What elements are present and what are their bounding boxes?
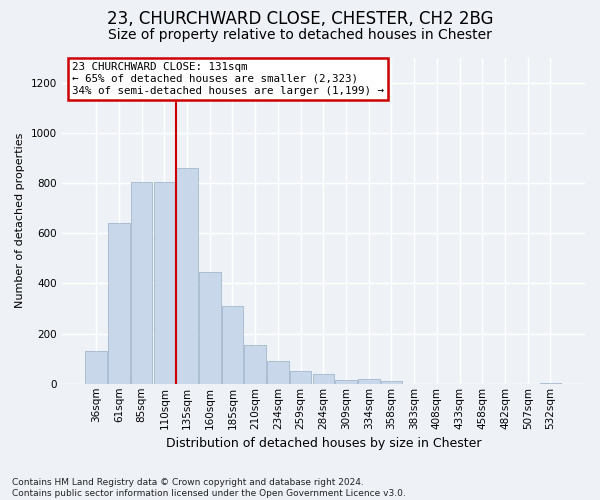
Bar (313, 374, 334, 384)
Text: 23, CHURCHWARD CLOSE, CHESTER, CH2 2BG: 23, CHURCHWARD CLOSE, CHESTER, CH2 2BG (107, 10, 493, 28)
Bar (176, 168, 198, 384)
Bar (154, 182, 175, 384)
Bar (85, 351, 107, 384)
X-axis label: Distribution of detached houses by size in Chester: Distribution of detached houses by size … (166, 437, 481, 450)
Bar (176, 168, 198, 384)
Bar (539, 382, 561, 384)
Bar (131, 182, 152, 384)
Bar (244, 345, 266, 384)
Bar (290, 371, 311, 384)
Bar (85, 351, 107, 384)
Text: Contains HM Land Registry data © Crown copyright and database right 2024.
Contai: Contains HM Land Registry data © Crown c… (12, 478, 406, 498)
Bar (108, 223, 130, 384)
Bar (335, 380, 357, 384)
Bar (335, 380, 357, 384)
Text: 23 CHURCHWARD CLOSE: 131sqm
← 65% of detached houses are smaller (2,323)
34% of : 23 CHURCHWARD CLOSE: 131sqm ← 65% of det… (72, 62, 384, 96)
Bar (358, 378, 380, 384)
Bar (267, 361, 289, 384)
Bar (380, 382, 402, 384)
Bar (199, 272, 221, 384)
Bar (222, 306, 243, 384)
Bar (539, 382, 561, 384)
Text: Size of property relative to detached houses in Chester: Size of property relative to detached ho… (108, 28, 492, 42)
Bar (199, 272, 221, 384)
Bar (244, 345, 266, 384)
Bar (154, 182, 175, 384)
Bar (108, 223, 130, 384)
Y-axis label: Number of detached properties: Number of detached properties (15, 133, 25, 308)
Bar (131, 182, 152, 384)
Bar (358, 378, 380, 384)
Bar (380, 382, 402, 384)
Bar (290, 371, 311, 384)
Bar (222, 306, 243, 384)
Bar (267, 361, 289, 384)
Bar (313, 374, 334, 384)
